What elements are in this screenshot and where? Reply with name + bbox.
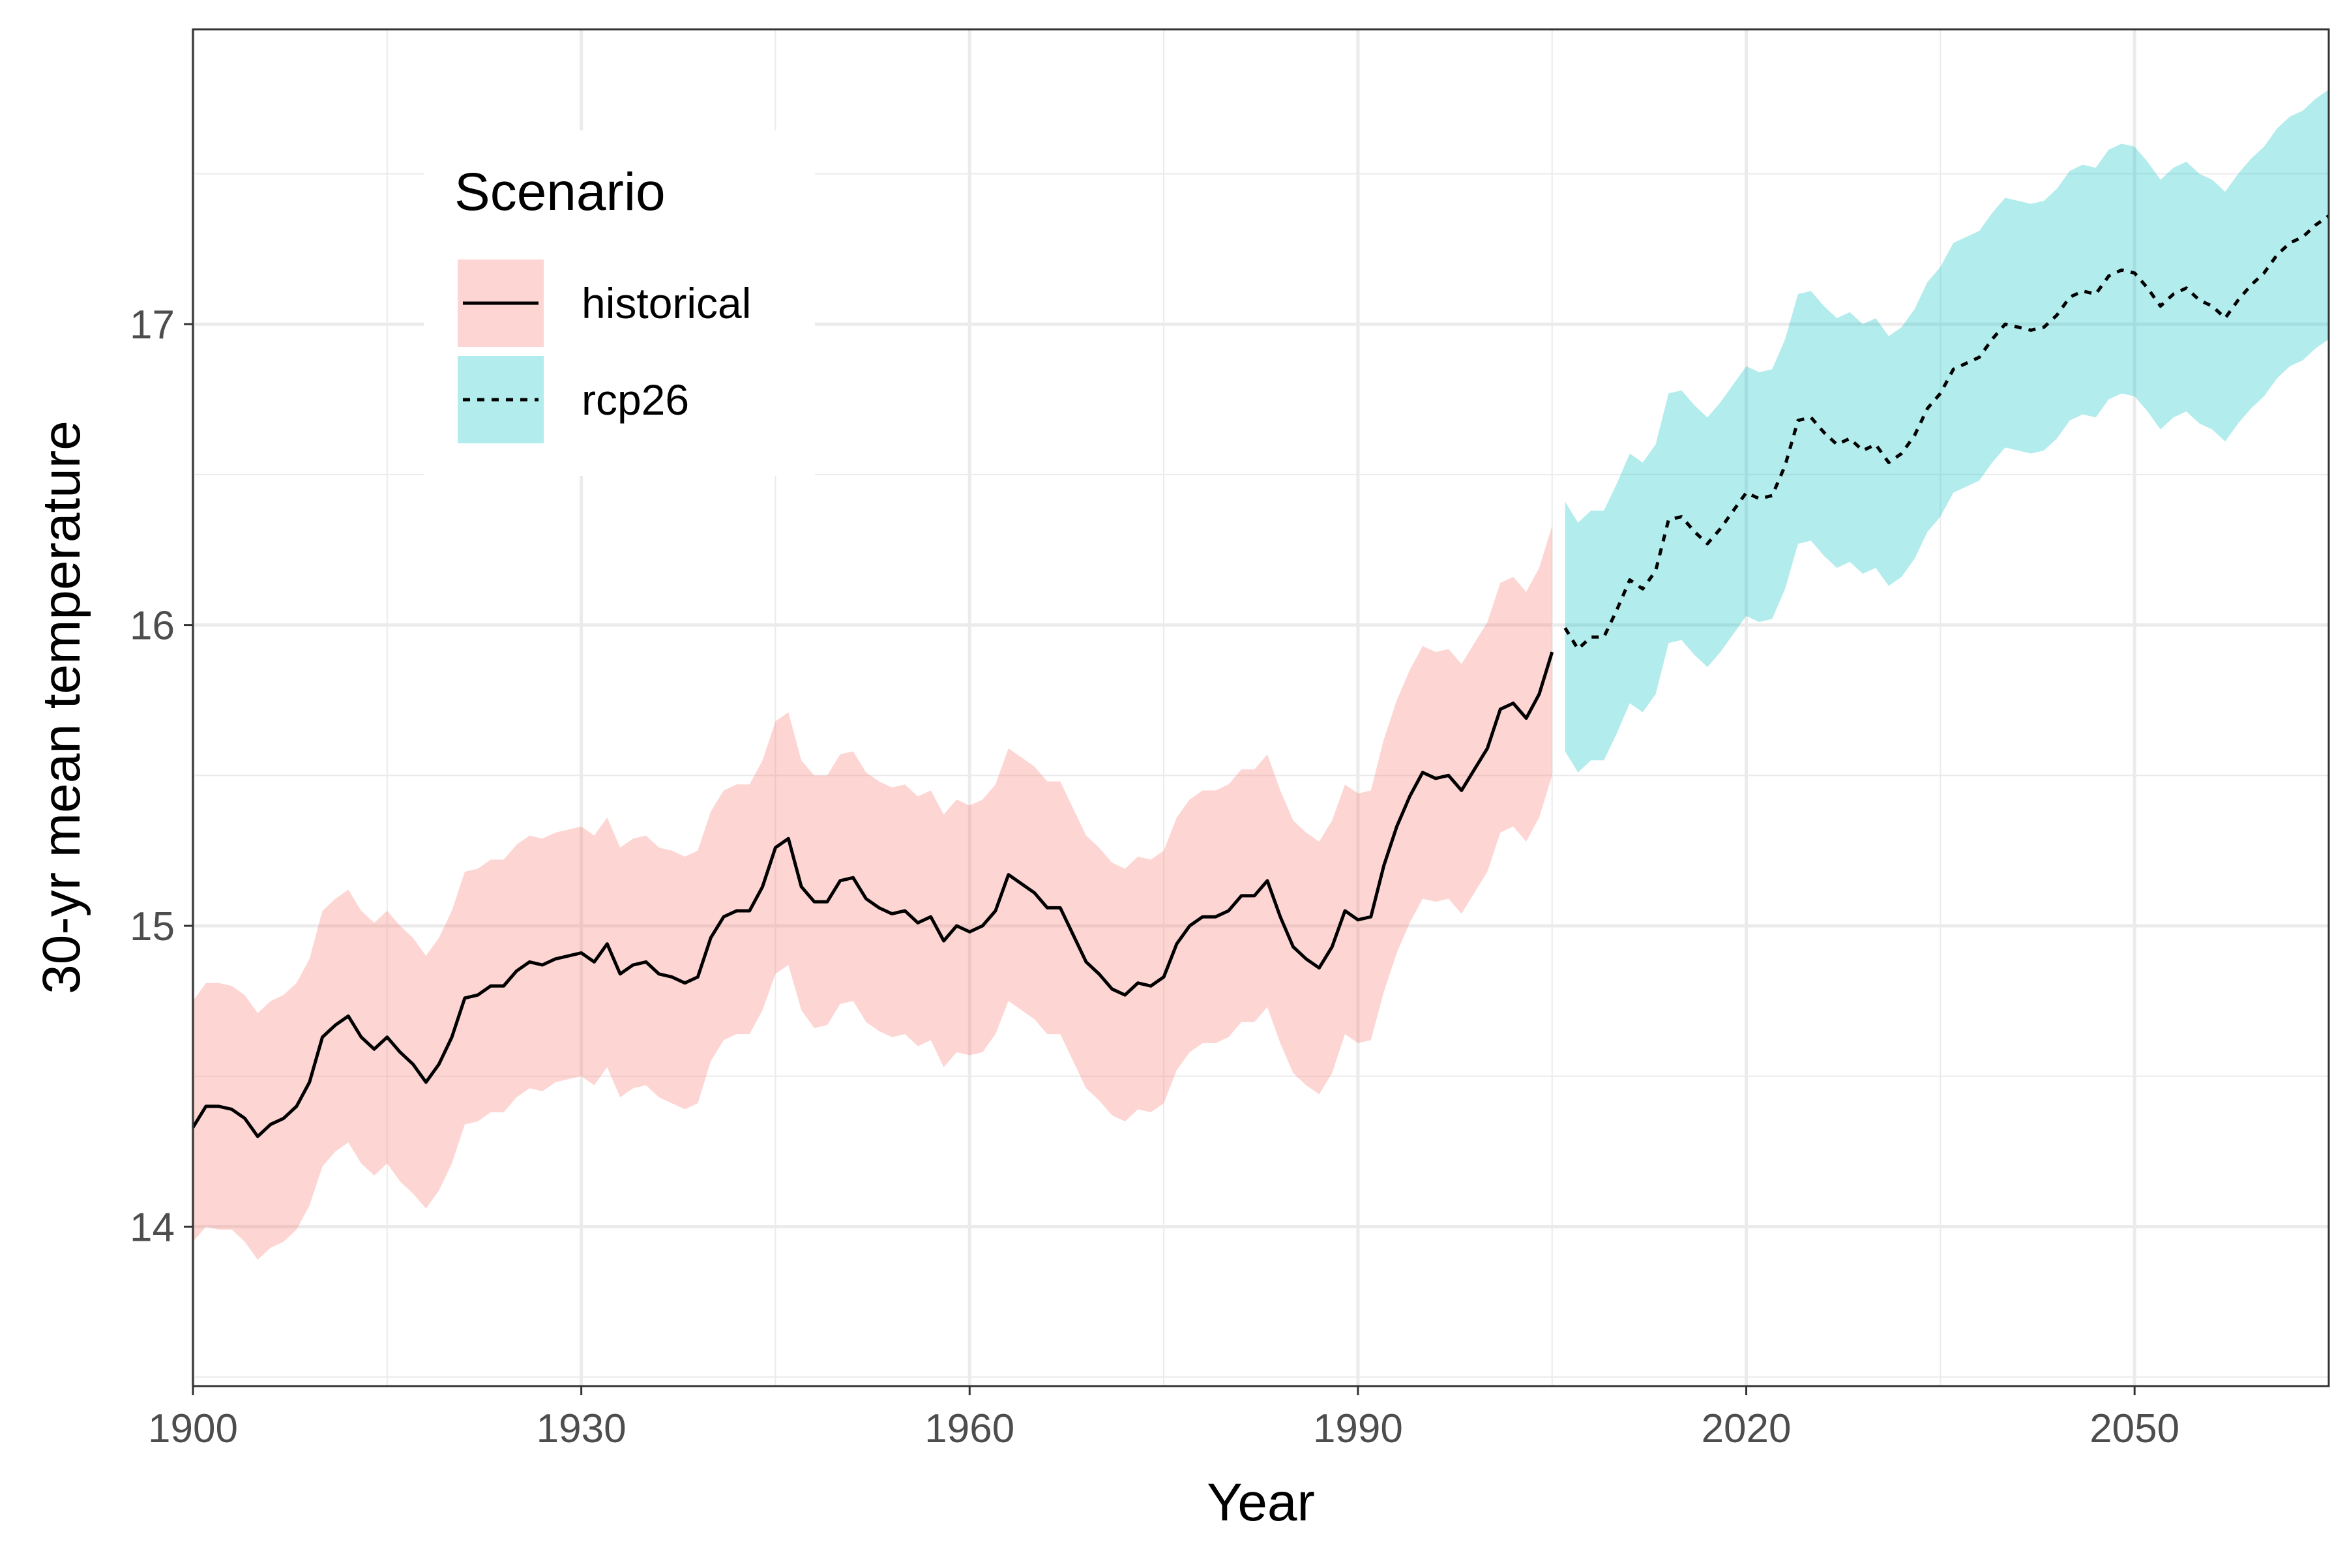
x-tick-label: 1900 <box>148 1406 238 1451</box>
y-axis-title: 30-yr mean temperature <box>32 421 91 994</box>
ribbon-rcp26 <box>1565 89 2329 773</box>
y-tick-label: 15 <box>130 904 175 949</box>
y-tick-label: 16 <box>130 604 175 649</box>
ribbon-historical <box>193 525 1552 1260</box>
grid-layer <box>191 29 2329 1386</box>
line-rcp26 <box>1563 214 2330 651</box>
x-tick-label: 1960 <box>924 1406 1014 1451</box>
legend-label-rcp26: rcp26 <box>582 376 689 424</box>
legend-items: historical rcp26 <box>458 259 751 443</box>
line-historical <box>191 651 1554 1138</box>
legend-label-historical: historical <box>582 279 751 327</box>
x-tick-label: 2050 <box>2089 1406 2179 1451</box>
x-axis-title: Year <box>1207 1473 1315 1532</box>
x-tick-label: 2020 <box>1702 1406 1792 1451</box>
y-tick-label: 17 <box>130 303 175 348</box>
line-layer <box>191 214 2330 1138</box>
ribbon-layer <box>193 89 2329 1260</box>
axis-layer: 1900 1930 1960 1990 2020 2050 14 15 16 17 <box>130 303 2179 1451</box>
legend: Scenario historical rcp26 <box>424 130 815 476</box>
legend-key-rcp26 <box>458 356 544 443</box>
legend-title: Scenario <box>454 162 666 222</box>
x-tick-label: 1930 <box>537 1406 627 1451</box>
y-tick-label: 14 <box>130 1205 175 1250</box>
panel-border <box>192 28 2330 1387</box>
x-tick-label: 1990 <box>1313 1406 1403 1451</box>
